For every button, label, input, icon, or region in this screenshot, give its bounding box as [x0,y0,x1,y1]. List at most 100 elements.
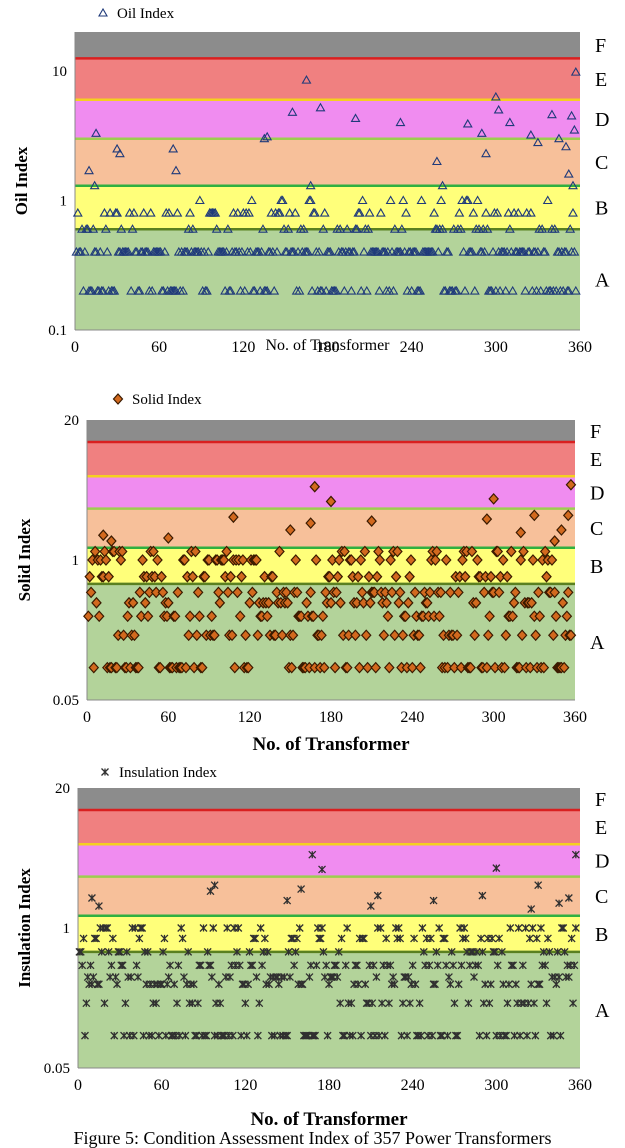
data-points [71,67,581,295]
x-tick-label: 60 [154,1077,170,1094]
data-point [249,934,258,943]
data-point [138,924,147,932]
data-point [191,1031,200,1040]
data-point [532,246,543,256]
data-point [179,554,190,566]
data-point [310,554,322,566]
data-point [90,934,99,943]
band-D [75,99,580,139]
data-point [565,478,577,491]
data-point [218,554,230,566]
data-point [94,980,103,989]
data-point [101,924,110,932]
data-point [373,891,382,900]
data-point [354,207,365,217]
data-point [534,610,546,623]
data-point [569,999,577,1008]
data-point [386,586,398,599]
data-point [537,224,548,233]
data-point [82,224,93,233]
data-point [396,934,405,943]
data-point [318,865,326,874]
band-label-F: F [595,789,606,811]
data-point [325,246,336,256]
data-point [529,509,540,522]
data-point [523,1031,531,1040]
data-point [354,661,365,674]
data-point [411,980,420,989]
data-point [298,980,307,989]
data-point [207,973,216,982]
data-point [453,1031,462,1040]
data-point [262,131,273,141]
data-point [185,207,195,217]
data-point [133,661,144,674]
data-point [501,570,513,583]
data-point [216,999,225,1008]
x-tick-label: 360 [563,709,587,726]
data-point [294,285,305,295]
band-label-F: F [590,421,601,443]
data-point [458,246,469,256]
data-point [93,980,102,989]
data-point [163,596,174,609]
data-point [243,207,254,217]
data-point [382,934,391,943]
data-point [518,545,529,558]
data-point [424,586,436,599]
data-point [214,980,223,989]
y-tick-label: 20 [55,781,70,797]
data-point [508,596,520,609]
data-point [433,246,444,256]
band-label-A: A [595,1000,610,1022]
data-point [504,117,515,127]
data-point [252,629,264,642]
data-point [79,934,88,943]
data-point [89,545,101,558]
data-point [187,570,199,583]
data-point [410,246,421,256]
data-point [156,980,165,989]
data-point [506,924,515,932]
data-point [115,554,127,566]
data-point [486,980,495,989]
data-point [103,570,114,583]
data-point [533,586,544,599]
data-point [334,947,343,956]
data-point [481,207,491,217]
data-point [518,961,527,970]
data-point [330,285,341,295]
data-point [492,207,503,217]
data-point [358,934,367,943]
y-tick-label: 20 [64,413,79,429]
data-point [301,596,312,609]
band-C [87,508,575,548]
data-point [493,104,504,114]
data-point [542,195,553,205]
data-point [553,947,562,956]
data-point [457,554,468,566]
data-point [166,961,174,970]
x-tick-label: 240 [401,1077,425,1094]
data-point [492,864,501,873]
data-point [128,207,139,217]
data-point [569,124,580,134]
data-point [324,570,335,583]
data-point [567,934,576,943]
data-point [160,934,169,943]
data-point [538,661,550,674]
data-point [416,195,427,205]
data-point [454,207,465,217]
data-point [189,980,198,989]
data-point [435,924,444,932]
data-point [429,980,438,989]
data-point [88,661,100,674]
data-point [354,980,363,989]
data-point [392,545,403,558]
data-point [100,999,109,1008]
x-tick-label: 180 [319,709,343,726]
data-point [482,1031,491,1040]
data-point [107,961,116,970]
data-point [555,973,564,982]
